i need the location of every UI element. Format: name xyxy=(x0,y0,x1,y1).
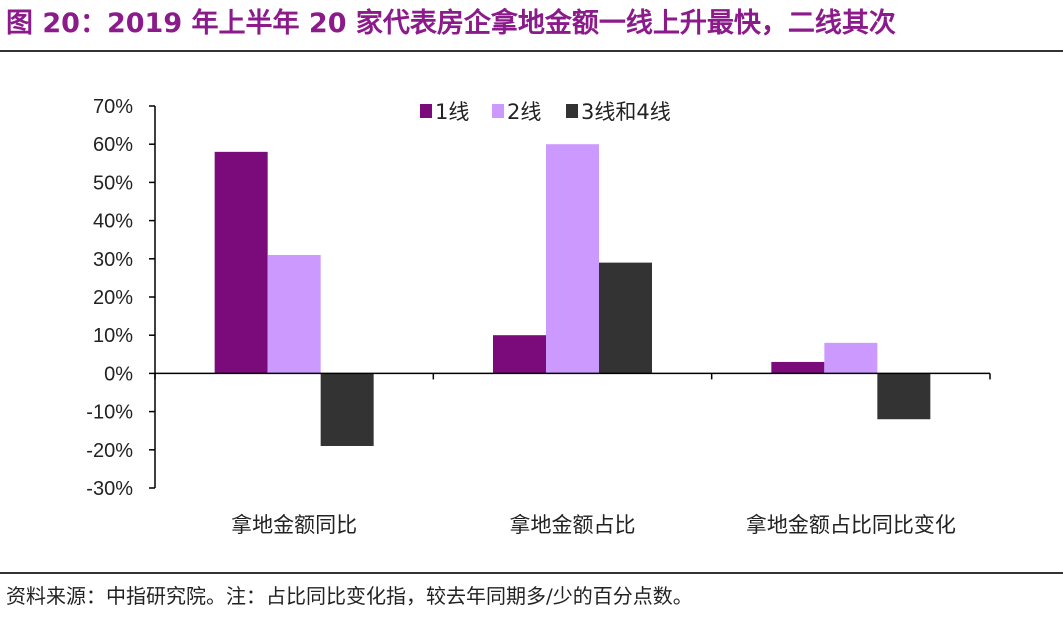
legend-label: 2线 xyxy=(507,100,541,124)
y-tick-label: 50% xyxy=(93,172,133,194)
legend-label: 3线和4线 xyxy=(581,100,671,124)
y-tick-label: -20% xyxy=(86,440,133,462)
y-tick-label: -30% xyxy=(86,478,133,500)
x-category-label: 拿地金额占比同比变化 xyxy=(746,513,956,537)
y-tick-label: 30% xyxy=(93,249,133,271)
legend-swatch xyxy=(420,104,432,118)
y-tick-label: 70% xyxy=(93,96,133,118)
bar xyxy=(599,262,652,374)
bar xyxy=(214,151,268,374)
x-category-label: 拿地金额同比 xyxy=(231,513,357,537)
y-tick-label: 10% xyxy=(93,325,133,347)
bar xyxy=(771,361,825,374)
y-tick-label: 40% xyxy=(93,211,133,233)
y-tick-label: 20% xyxy=(93,287,133,309)
bar xyxy=(493,335,546,374)
title-divider xyxy=(0,50,1063,52)
bar-chart: 70% 60% 50% 40% 30% 20% 10% 0% -10% -20% -30% 拿地金额同… xyxy=(86,96,991,537)
y-tick-label: 0% xyxy=(104,363,133,385)
y-tick-label: -10% xyxy=(86,402,133,424)
bar xyxy=(267,254,321,374)
bar xyxy=(546,144,599,374)
footer-divider xyxy=(0,572,1063,574)
chart-title: 图 20：2019 年上半年 20 家代表房企拿地金额一线上升最快，二线其次 xyxy=(6,8,896,39)
legend-label: 1线 xyxy=(435,100,469,124)
legend-swatch xyxy=(492,104,504,118)
x-category-label: 拿地金额占比 xyxy=(510,513,636,537)
bar xyxy=(824,342,878,374)
source-note: 资料来源：中指研究院。注：占比同比变化指，较去年同期多/少的百分点数。 xyxy=(6,584,693,608)
bar xyxy=(320,373,374,446)
y-tick-label: 60% xyxy=(93,134,133,156)
bar xyxy=(877,373,931,420)
legend-swatch xyxy=(566,104,578,118)
